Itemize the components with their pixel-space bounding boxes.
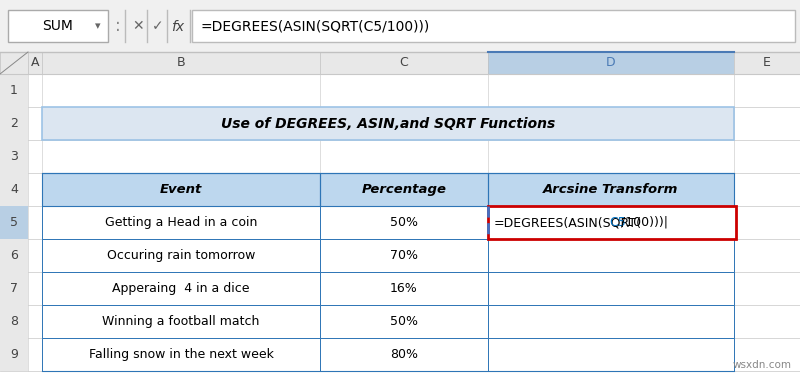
Text: 70%: 70% bbox=[390, 249, 418, 262]
Bar bbox=[42, 173, 320, 206]
Text: 80%: 80% bbox=[390, 348, 418, 361]
Bar bbox=[320, 239, 488, 272]
Text: C5: C5 bbox=[609, 216, 626, 229]
Bar bbox=[0, 74, 28, 107]
Text: 2: 2 bbox=[10, 117, 18, 130]
Text: 1: 1 bbox=[10, 84, 18, 97]
Text: ▾: ▾ bbox=[95, 21, 101, 31]
Text: =DEGREES(ASIN(SQRT(: =DEGREES(ASIN(SQRT( bbox=[494, 216, 642, 229]
Text: Apperaing  4 in a dice: Apperaing 4 in a dice bbox=[112, 282, 250, 295]
Bar bbox=[488, 239, 734, 272]
Bar bbox=[320, 338, 488, 371]
Text: 50%: 50% bbox=[390, 315, 418, 328]
Text: ✓: ✓ bbox=[152, 19, 164, 33]
Bar bbox=[0, 206, 28, 239]
Text: ✕: ✕ bbox=[132, 19, 144, 33]
Bar bbox=[488, 272, 734, 305]
Text: A: A bbox=[30, 57, 39, 70]
Bar bbox=[0, 0, 800, 52]
Bar bbox=[8, 10, 108, 42]
Text: wsxdn.com: wsxdn.com bbox=[733, 360, 792, 370]
Text: C: C bbox=[400, 57, 408, 70]
Text: Occuring rain tomorrow: Occuring rain tomorrow bbox=[107, 249, 255, 262]
Bar bbox=[42, 272, 320, 305]
Text: Percentage: Percentage bbox=[362, 183, 446, 196]
Bar bbox=[42, 338, 320, 371]
Bar bbox=[488, 173, 734, 206]
Bar bbox=[488, 52, 734, 74]
Bar bbox=[0, 173, 28, 206]
Text: =DEGREES(ASIN(SQRT(C5/100))): =DEGREES(ASIN(SQRT(C5/100))) bbox=[200, 19, 430, 33]
Text: 4: 4 bbox=[10, 183, 18, 196]
Bar bbox=[488, 173, 734, 206]
Bar bbox=[42, 206, 320, 239]
Text: /100)))|: /100)))| bbox=[621, 216, 668, 229]
Text: :: : bbox=[115, 17, 121, 35]
Bar bbox=[192, 10, 795, 42]
Bar bbox=[0, 140, 28, 173]
Text: Getting a Head in a coin: Getting a Head in a coin bbox=[105, 216, 257, 229]
Bar bbox=[0, 272, 28, 305]
Text: D: D bbox=[606, 57, 616, 70]
Bar bbox=[42, 305, 320, 338]
Text: E: E bbox=[763, 57, 771, 70]
Text: 8: 8 bbox=[10, 315, 18, 328]
Bar bbox=[0, 305, 28, 338]
Bar bbox=[320, 173, 488, 206]
Bar bbox=[42, 107, 734, 140]
Text: fx: fx bbox=[171, 20, 185, 34]
Bar bbox=[488, 206, 736, 239]
Text: 5: 5 bbox=[10, 216, 18, 229]
Text: Event: Event bbox=[160, 183, 202, 196]
Bar bbox=[0, 338, 28, 371]
Text: Use of DEGREES, ASIN,and SQRT Functions: Use of DEGREES, ASIN,and SQRT Functions bbox=[221, 117, 555, 131]
Text: 9: 9 bbox=[10, 348, 18, 361]
Bar bbox=[42, 239, 320, 272]
Text: B: B bbox=[177, 57, 186, 70]
Bar bbox=[42, 173, 320, 206]
Bar bbox=[320, 305, 488, 338]
Text: SUM: SUM bbox=[42, 19, 74, 33]
Text: 3: 3 bbox=[10, 150, 18, 163]
Bar bbox=[0, 52, 800, 74]
Text: 6: 6 bbox=[10, 249, 18, 262]
Bar bbox=[0, 239, 28, 272]
Text: Winning a football match: Winning a football match bbox=[102, 315, 260, 328]
Text: 7: 7 bbox=[10, 282, 18, 295]
Bar bbox=[42, 107, 734, 140]
Bar bbox=[488, 305, 734, 338]
Bar bbox=[488, 338, 734, 371]
Bar bbox=[0, 107, 28, 140]
Bar bbox=[0, 206, 28, 239]
Text: 16%: 16% bbox=[390, 282, 418, 295]
Bar bbox=[0, 52, 800, 382]
Bar bbox=[320, 272, 488, 305]
Text: Falling snow in the next week: Falling snow in the next week bbox=[89, 348, 274, 361]
Text: Arcsine Transform: Arcsine Transform bbox=[543, 183, 678, 196]
Bar bbox=[320, 206, 488, 239]
Text: 50%: 50% bbox=[390, 216, 418, 229]
Bar bbox=[320, 173, 488, 206]
